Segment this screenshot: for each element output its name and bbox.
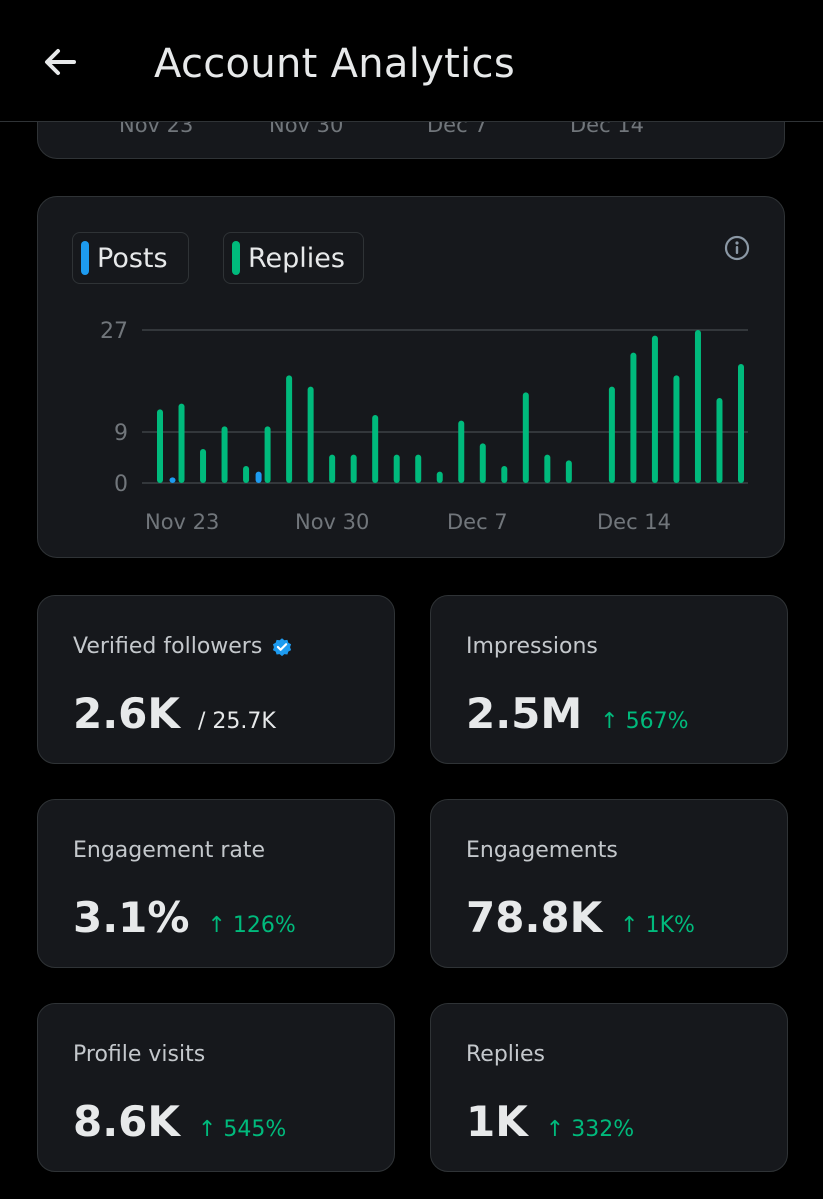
stat-change: ↑ 567% (600, 709, 689, 734)
stat-label: Engagements (466, 838, 618, 863)
stat-label: Impressions (466, 634, 598, 659)
replies-bar (286, 375, 293, 483)
stat-card-replies[interactable]: Replies 1K ↑ 332% (430, 1003, 788, 1172)
x-tick-label: Nov 23 (145, 510, 219, 534)
legend-label: Posts (97, 242, 168, 274)
replies-bar (565, 460, 572, 483)
stat-value: 3.1% (73, 893, 190, 942)
stat-value: 78.8K (466, 893, 603, 942)
stat-change: ↑ 1K% (620, 913, 695, 938)
bar-chart: 27 9 0 Nov 23 Nov 30 Dec 7 Dec 14 (100, 319, 748, 534)
replies-bar (608, 386, 615, 483)
legend-label: Replies (248, 242, 345, 274)
info-button[interactable] (724, 235, 750, 261)
back-button[interactable] (38, 40, 82, 84)
stat-label: Replies (466, 1042, 546, 1067)
posts-replies-chart-card: Posts Replies 27 9 0 Nov 23 Nov 30 Dec 7 Dec 1… (37, 196, 785, 558)
verified-badge-icon (271, 636, 293, 658)
replies-bar (673, 375, 680, 483)
stat-value: 1K (466, 1097, 528, 1146)
info-icon (724, 235, 750, 261)
stat-total: / 25.7K (197, 709, 276, 734)
x-tick-label: Dec 14 (597, 510, 671, 534)
legend-posts[interactable]: Posts (72, 232, 189, 284)
y-tick-label: 9 (114, 421, 128, 446)
replies-bar (738, 364, 744, 483)
replies-bar (630, 352, 637, 483)
stat-card-profile-visits[interactable]: Profile visits 8.6K ↑ 545% (37, 1003, 395, 1172)
legend-replies[interactable]: Replies (223, 232, 364, 284)
replies-bar (436, 471, 443, 483)
replies-bar (694, 330, 701, 483)
x-tick-label: Dec 7 (447, 510, 508, 534)
replies-bar (200, 449, 207, 483)
x-tick-label: Nov 30 (295, 510, 369, 534)
replies-bar (157, 409, 163, 483)
page-title: Account Analytics (154, 41, 515, 87)
replies-bar (264, 426, 271, 483)
stat-label: Verified followers (73, 633, 293, 661)
stat-card-engagements[interactable]: Engagements 78.8K ↑ 1K% (430, 799, 788, 968)
replies-bar (479, 443, 486, 483)
stat-value: 2.6K (73, 689, 180, 738)
replies-bar (393, 454, 400, 483)
replies-bar (415, 454, 422, 483)
stat-card-verified-followers[interactable]: Verified followers 2.6K / 25.7K (37, 595, 395, 764)
replies-bar (522, 392, 529, 483)
replies-bar (243, 466, 250, 483)
replies-swatch (232, 241, 240, 275)
posts-bar (255, 471, 262, 483)
y-tick-label: 27 (100, 319, 128, 344)
replies-bar (350, 454, 357, 483)
posts-swatch (81, 241, 89, 275)
replies-bar (651, 335, 658, 483)
stat-card-engagement-rate[interactable]: Engagement rate 3.1% ↑ 126% (37, 799, 395, 968)
stat-change: ↑ 126% (207, 913, 296, 938)
replies-bar (458, 420, 465, 483)
replies-bar (307, 386, 314, 483)
stat-value: 2.5M (466, 689, 583, 738)
replies-bar (501, 466, 508, 483)
arrow-left-icon (45, 49, 76, 75)
stat-change: ↑ 332% (545, 1117, 635, 1142)
stat-label: Profile visits (73, 1042, 206, 1067)
stat-change: ↑ 545% (197, 1117, 287, 1142)
y-tick-label: 0 (114, 472, 128, 497)
posts-bar (169, 477, 176, 483)
replies-bar (221, 426, 228, 483)
app-header: Account Analytics (0, 0, 823, 122)
replies-bar (329, 454, 336, 483)
stat-label: Engagement rate (73, 838, 266, 863)
stat-label-text: Verified followers (73, 634, 263, 659)
stat-value: 8.6K (73, 1097, 180, 1146)
replies-bar (372, 415, 379, 483)
stat-card-impressions[interactable]: Impressions 2.5M ↑ 567% (430, 595, 788, 764)
replies-bar (544, 454, 551, 483)
replies-bar (716, 398, 723, 483)
replies-bar (178, 403, 185, 483)
